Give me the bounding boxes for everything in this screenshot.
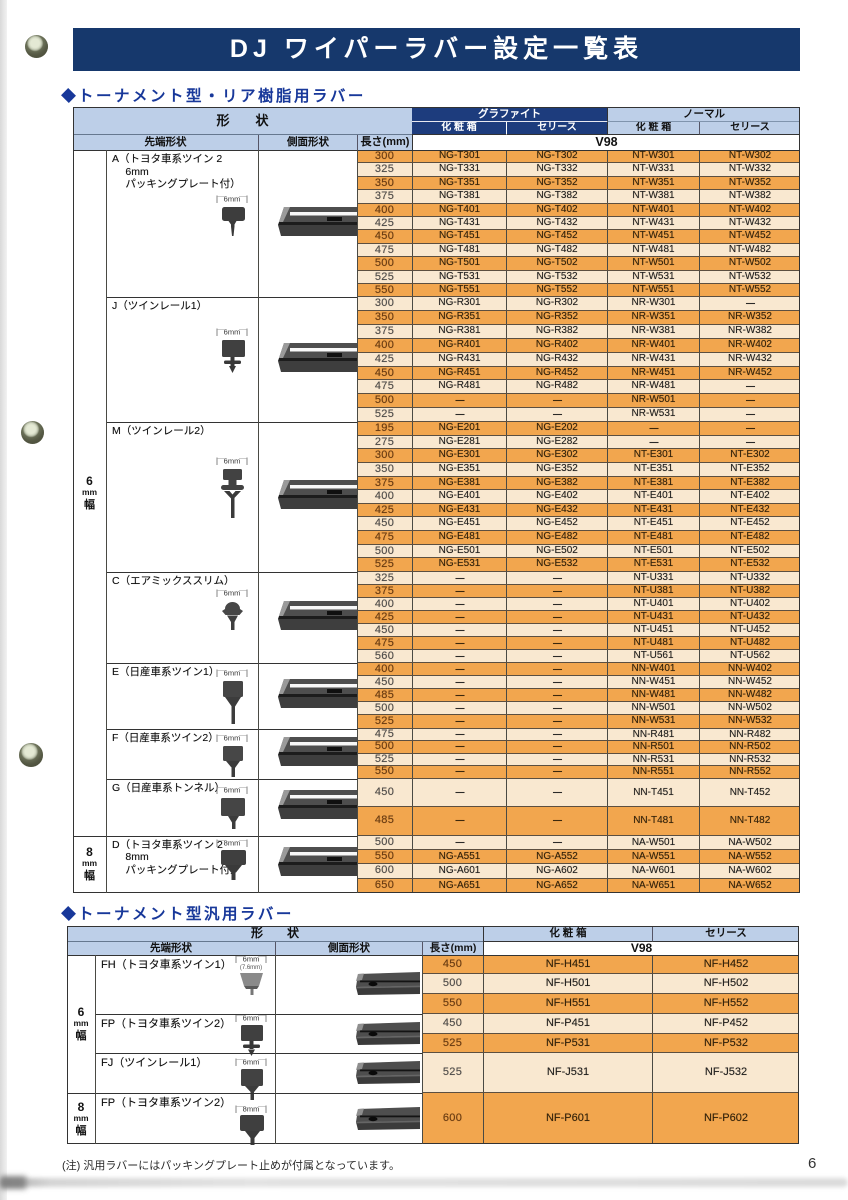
svg-text:6mm: 6mm [224, 734, 241, 743]
svg-text:(7.6mm): (7.6mm) [240, 965, 262, 971]
svg-text:6mm: 6mm [224, 786, 241, 795]
svg-text:6mm: 6mm [243, 1014, 260, 1023]
svg-text:6mm: 6mm [243, 955, 260, 964]
svg-text:6mm: 6mm [224, 589, 241, 598]
svg-text:6mm: 6mm [224, 328, 241, 337]
svg-text:6mm: 6mm [224, 669, 241, 678]
svg-text:6mm: 6mm [224, 195, 241, 204]
svg-text:8mm: 8mm [224, 839, 241, 848]
svg-text:6mm: 6mm [243, 1058, 260, 1067]
svg-text:8mm: 8mm [243, 1105, 260, 1114]
svg-text:6mm: 6mm [224, 457, 241, 466]
